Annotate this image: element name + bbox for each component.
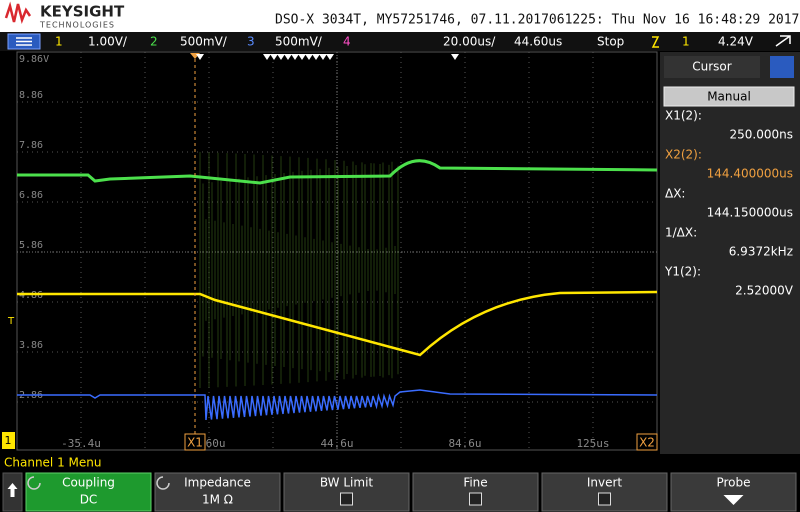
timebase: 20.00us/ bbox=[443, 35, 496, 49]
trig-level: 4.24V bbox=[718, 35, 754, 49]
run-state: Stop bbox=[597, 35, 624, 49]
brand-sub: TECHNOLOGIES bbox=[39, 21, 115, 30]
x1-marker bbox=[184, 433, 206, 451]
top-marker bbox=[196, 54, 204, 60]
softkey[interactable] bbox=[154, 472, 281, 512]
trigger-level-marker: T bbox=[7, 316, 15, 327]
brand: KEYSIGHT bbox=[40, 3, 125, 21]
header-bar bbox=[0, 0, 800, 32]
back-icon bbox=[7, 483, 18, 497]
softkey[interactable] bbox=[283, 472, 410, 512]
top-marker bbox=[284, 54, 292, 60]
readout-label: Y1(2): bbox=[664, 265, 701, 279]
ch1-trace bbox=[17, 290, 658, 357]
probe-arrow bbox=[723, 495, 744, 505]
y-label: 4.86 bbox=[19, 290, 43, 301]
readout-label: X1(2): bbox=[665, 109, 702, 123]
softkey-label: Invert bbox=[587, 476, 623, 490]
readout-value: 2.52000V bbox=[735, 284, 794, 298]
readout-label: 1/ΔX: bbox=[665, 226, 697, 240]
readout-value: 6.9372kHz bbox=[729, 245, 793, 259]
cursor-panel bbox=[660, 52, 800, 454]
cursor-readouts: X1(2): 250.000ns X2(2): 144.400000us ΔX: 144.… bbox=[664, 109, 794, 298]
menu-title: Channel 1 Menu bbox=[4, 456, 101, 470]
top-marker bbox=[326, 54, 334, 60]
top-marker bbox=[270, 54, 278, 60]
cursor-tab bbox=[664, 56, 760, 78]
panel-icon[interactable] bbox=[770, 56, 794, 78]
trigger-icon bbox=[651, 36, 660, 48]
x2-marker-label: X2 bbox=[639, 436, 655, 450]
y-label: 7.86 bbox=[19, 140, 43, 151]
cursor-mode: Manual bbox=[707, 90, 751, 104]
delay: 44.60us bbox=[514, 35, 562, 49]
ch2-scale: 500mV/ bbox=[180, 35, 228, 49]
cursor-title: Cursor bbox=[692, 60, 732, 74]
readout-value: 144.400000us bbox=[707, 167, 793, 181]
top-markers bbox=[196, 54, 459, 60]
ch1-ground-label: 1 bbox=[5, 434, 12, 447]
ch3-label: 3 bbox=[247, 35, 255, 49]
softkey-label: Fine bbox=[463, 476, 487, 490]
y-label: 5.86 bbox=[19, 240, 43, 251]
ch3-trace bbox=[17, 389, 658, 421]
softkey-label: Impedance bbox=[184, 476, 251, 490]
readout-value: 250.000ns bbox=[730, 128, 793, 142]
status-bar bbox=[0, 32, 800, 51]
y-label: 9.86V bbox=[19, 54, 49, 65]
ch2-trace bbox=[17, 159, 658, 185]
trig-source: 1 bbox=[682, 35, 690, 49]
readout-label: ΔX: bbox=[665, 187, 685, 201]
readout-label: X2(2): bbox=[665, 148, 702, 162]
touch-icon[interactable] bbox=[775, 35, 791, 47]
ch1-label: 1 bbox=[55, 35, 63, 49]
readout-value: 144.150000us bbox=[707, 206, 793, 220]
x2-marker bbox=[636, 433, 658, 451]
mode-button[interactable] bbox=[663, 86, 795, 107]
ch2-label: 2 bbox=[150, 35, 158, 49]
top-marker bbox=[305, 54, 313, 60]
x-label: 84.6u bbox=[448, 437, 481, 450]
top-marker bbox=[319, 54, 327, 60]
softkey[interactable] bbox=[25, 472, 152, 512]
ch1-scale: 1.00V/ bbox=[88, 35, 128, 49]
y-label: 3.86 bbox=[19, 340, 43, 351]
top-marker bbox=[451, 54, 459, 60]
knob-icon bbox=[156, 476, 170, 490]
top-marker bbox=[277, 54, 285, 60]
softkeys: Coupling DC Impedance 1M Ω BW Limit Fine Inver… bbox=[25, 472, 797, 512]
logo-icon bbox=[4, 1, 32, 25]
softkey-label: Probe bbox=[716, 476, 750, 490]
checkbox bbox=[598, 492, 611, 506]
checkbox bbox=[340, 492, 353, 506]
softkey-label: Coupling bbox=[62, 476, 115, 490]
ch1-ground-marker bbox=[2, 432, 15, 449]
x-label: -35.4u bbox=[61, 437, 101, 450]
x-label: 125us bbox=[576, 437, 609, 450]
softkey-value: 1M Ω bbox=[202, 493, 233, 507]
waveforms bbox=[17, 151, 658, 421]
ch3-scale: 500mV/ bbox=[275, 35, 323, 49]
y-label: 8.86 bbox=[19, 90, 43, 101]
noise bbox=[199, 151, 399, 389]
softkey-label: BW Limit bbox=[320, 476, 374, 490]
knob-icon bbox=[27, 476, 41, 490]
menu-icon bbox=[16, 37, 32, 46]
ch4-label: 4 bbox=[343, 35, 351, 49]
top-marker bbox=[291, 54, 299, 60]
top-marker bbox=[298, 54, 306, 60]
x-label: 44.6u bbox=[320, 437, 353, 450]
header-title: DSO-X 3034T, MY57251746, 07.11.201706122… bbox=[275, 13, 799, 28]
y-label: 6.86 bbox=[19, 190, 43, 201]
checkbox bbox=[469, 492, 482, 506]
top-marker bbox=[312, 54, 320, 60]
top-marker bbox=[263, 54, 271, 60]
softkey-value: DC bbox=[80, 493, 98, 507]
x1-marker-label: X1 bbox=[187, 436, 203, 450]
